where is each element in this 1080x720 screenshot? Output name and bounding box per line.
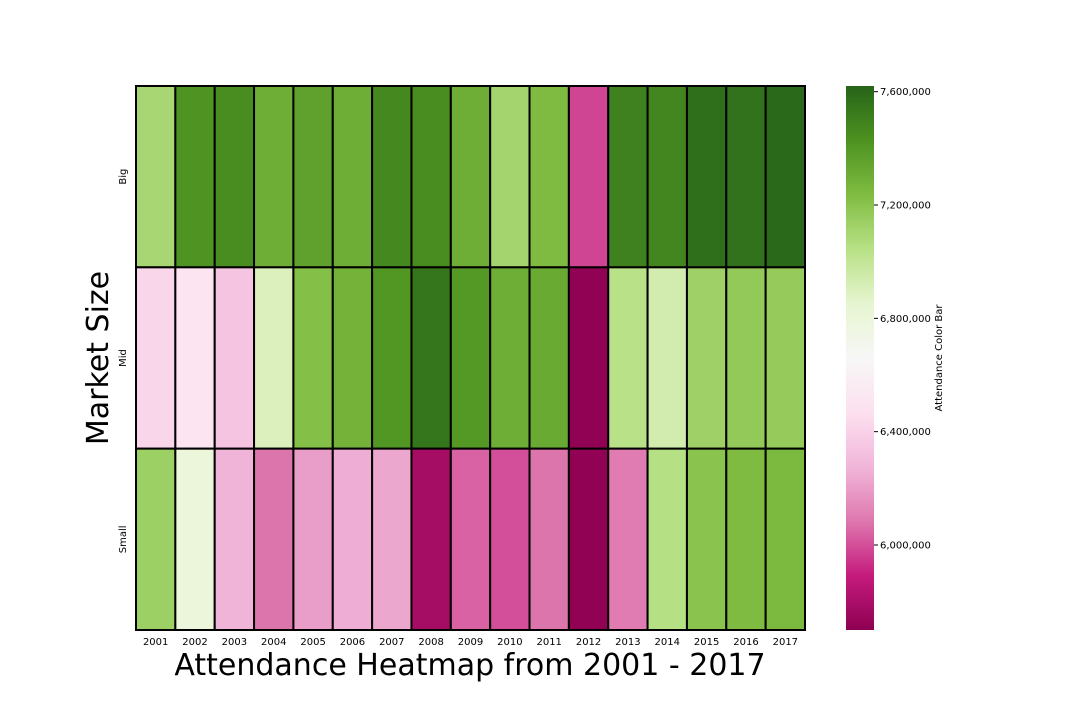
heatmap-cell (528, 266, 570, 450)
x-tick-label: 2017 (773, 637, 798, 648)
heatmap-cell (292, 266, 334, 450)
heatmap-cell (371, 85, 413, 269)
x-tick-label: 2011 (536, 637, 561, 648)
heatmap-cell (410, 447, 452, 631)
x-tick-label: 2012 (576, 637, 601, 648)
colorbar-label: Attendance Color Bar (934, 304, 945, 412)
heatmap-cell (685, 85, 728, 269)
heatmap-cell (725, 447, 767, 631)
heatmap-cell (410, 85, 452, 269)
x-tick-label: 2010 (497, 637, 522, 648)
heatmap-cell (174, 266, 216, 450)
x-axis-label: Attendance Heatmap from 2001 - 2017 (174, 648, 765, 683)
heatmap-cell (567, 266, 610, 450)
x-tick-label: 2004 (261, 637, 286, 648)
heatmap-cell (174, 85, 216, 269)
x-tick-label: 2008 (418, 637, 443, 648)
x-tick-label: 2005 (300, 637, 325, 648)
y-tick-label: Mid (118, 349, 129, 367)
heatmap-cell (449, 85, 492, 269)
colorbar-tick-label: 7,200,000 (880, 201, 931, 212)
heatmap-cell (764, 85, 806, 269)
heatmap-cell (685, 266, 728, 450)
heatmap-cell (410, 266, 452, 450)
heatmap-cell (567, 85, 610, 269)
heatmap-cell (331, 447, 374, 631)
heatmap-cell (528, 447, 570, 631)
heatmap-cell (449, 266, 492, 450)
heatmap-cell (646, 85, 688, 269)
x-tick-label: 2016 (733, 637, 758, 648)
heatmap-cell (213, 85, 256, 269)
colorbar (846, 86, 874, 630)
heatmap-cell (528, 85, 570, 269)
heatmap-cell (646, 447, 688, 631)
y-tick-label: Small (118, 525, 129, 553)
heatmap-cell (331, 85, 374, 269)
y-tick-label: Big (118, 169, 129, 185)
colorbar-tick-label: 7,600,000 (880, 87, 931, 98)
x-tick-label: 2014 (655, 637, 680, 648)
x-tick-label: 2015 (694, 637, 719, 648)
heatmap-cell (449, 447, 492, 631)
heatmap-cell (489, 85, 531, 269)
heatmap-cell (607, 85, 649, 269)
x-tick-label: 2001 (143, 637, 168, 648)
heatmap-cell (607, 447, 649, 631)
heatmap-cell (213, 266, 256, 450)
y-axis-label: Market Size (81, 271, 116, 445)
heatmap-cell (371, 266, 413, 450)
heatmap-cell (174, 447, 216, 631)
heatmap-cell (213, 447, 256, 631)
heatmap-cell (292, 447, 334, 631)
x-tick-label: 2002 (182, 637, 207, 648)
heatmap-cell (567, 447, 610, 631)
x-tick-labels: 2001 2002 2003 2004 2005 2006 2007 2008 2009 2010… (143, 637, 798, 648)
heatmap-cell (725, 266, 767, 450)
heatmap-cell (725, 85, 767, 269)
heatmap-cell (646, 266, 688, 450)
x-tick-label: 2006 (340, 637, 365, 648)
heatmap-cell (135, 85, 177, 269)
x-tick-label: 2003 (222, 637, 247, 648)
x-tick-label: 2013 (615, 637, 640, 648)
heatmap-cell (489, 266, 531, 450)
heatmap-cell (685, 447, 728, 631)
heatmap-cell (371, 447, 413, 631)
heatmap-cell (331, 266, 374, 450)
heatmap-cell (135, 266, 177, 450)
heatmap-cell (253, 447, 295, 631)
heatmap-cell (292, 85, 334, 269)
heatmap-cells (135, 85, 806, 631)
colorbar-tick-label: 6,800,000 (880, 314, 931, 325)
y-tick-labels: Big Mid Small (118, 169, 129, 554)
heatmap-cell (253, 266, 295, 450)
colorbar-tick-label: 6,400,000 (880, 427, 931, 438)
heatmap-cell (764, 266, 806, 450)
heatmap-cell (489, 447, 531, 631)
x-tick-label: 2007 (379, 637, 404, 648)
heatmap-cell (135, 447, 177, 631)
x-tick-label: 2009 (458, 637, 483, 648)
colorbar-tick-label: 6,000,000 (880, 541, 931, 552)
heatmap-cell (764, 447, 806, 631)
heatmap-cell (253, 85, 295, 269)
heatmap-cell (607, 266, 649, 450)
colorbar-ticks: 6,000,000 6,400,000 6,800,000 7,200,000 7,60… (874, 87, 931, 552)
